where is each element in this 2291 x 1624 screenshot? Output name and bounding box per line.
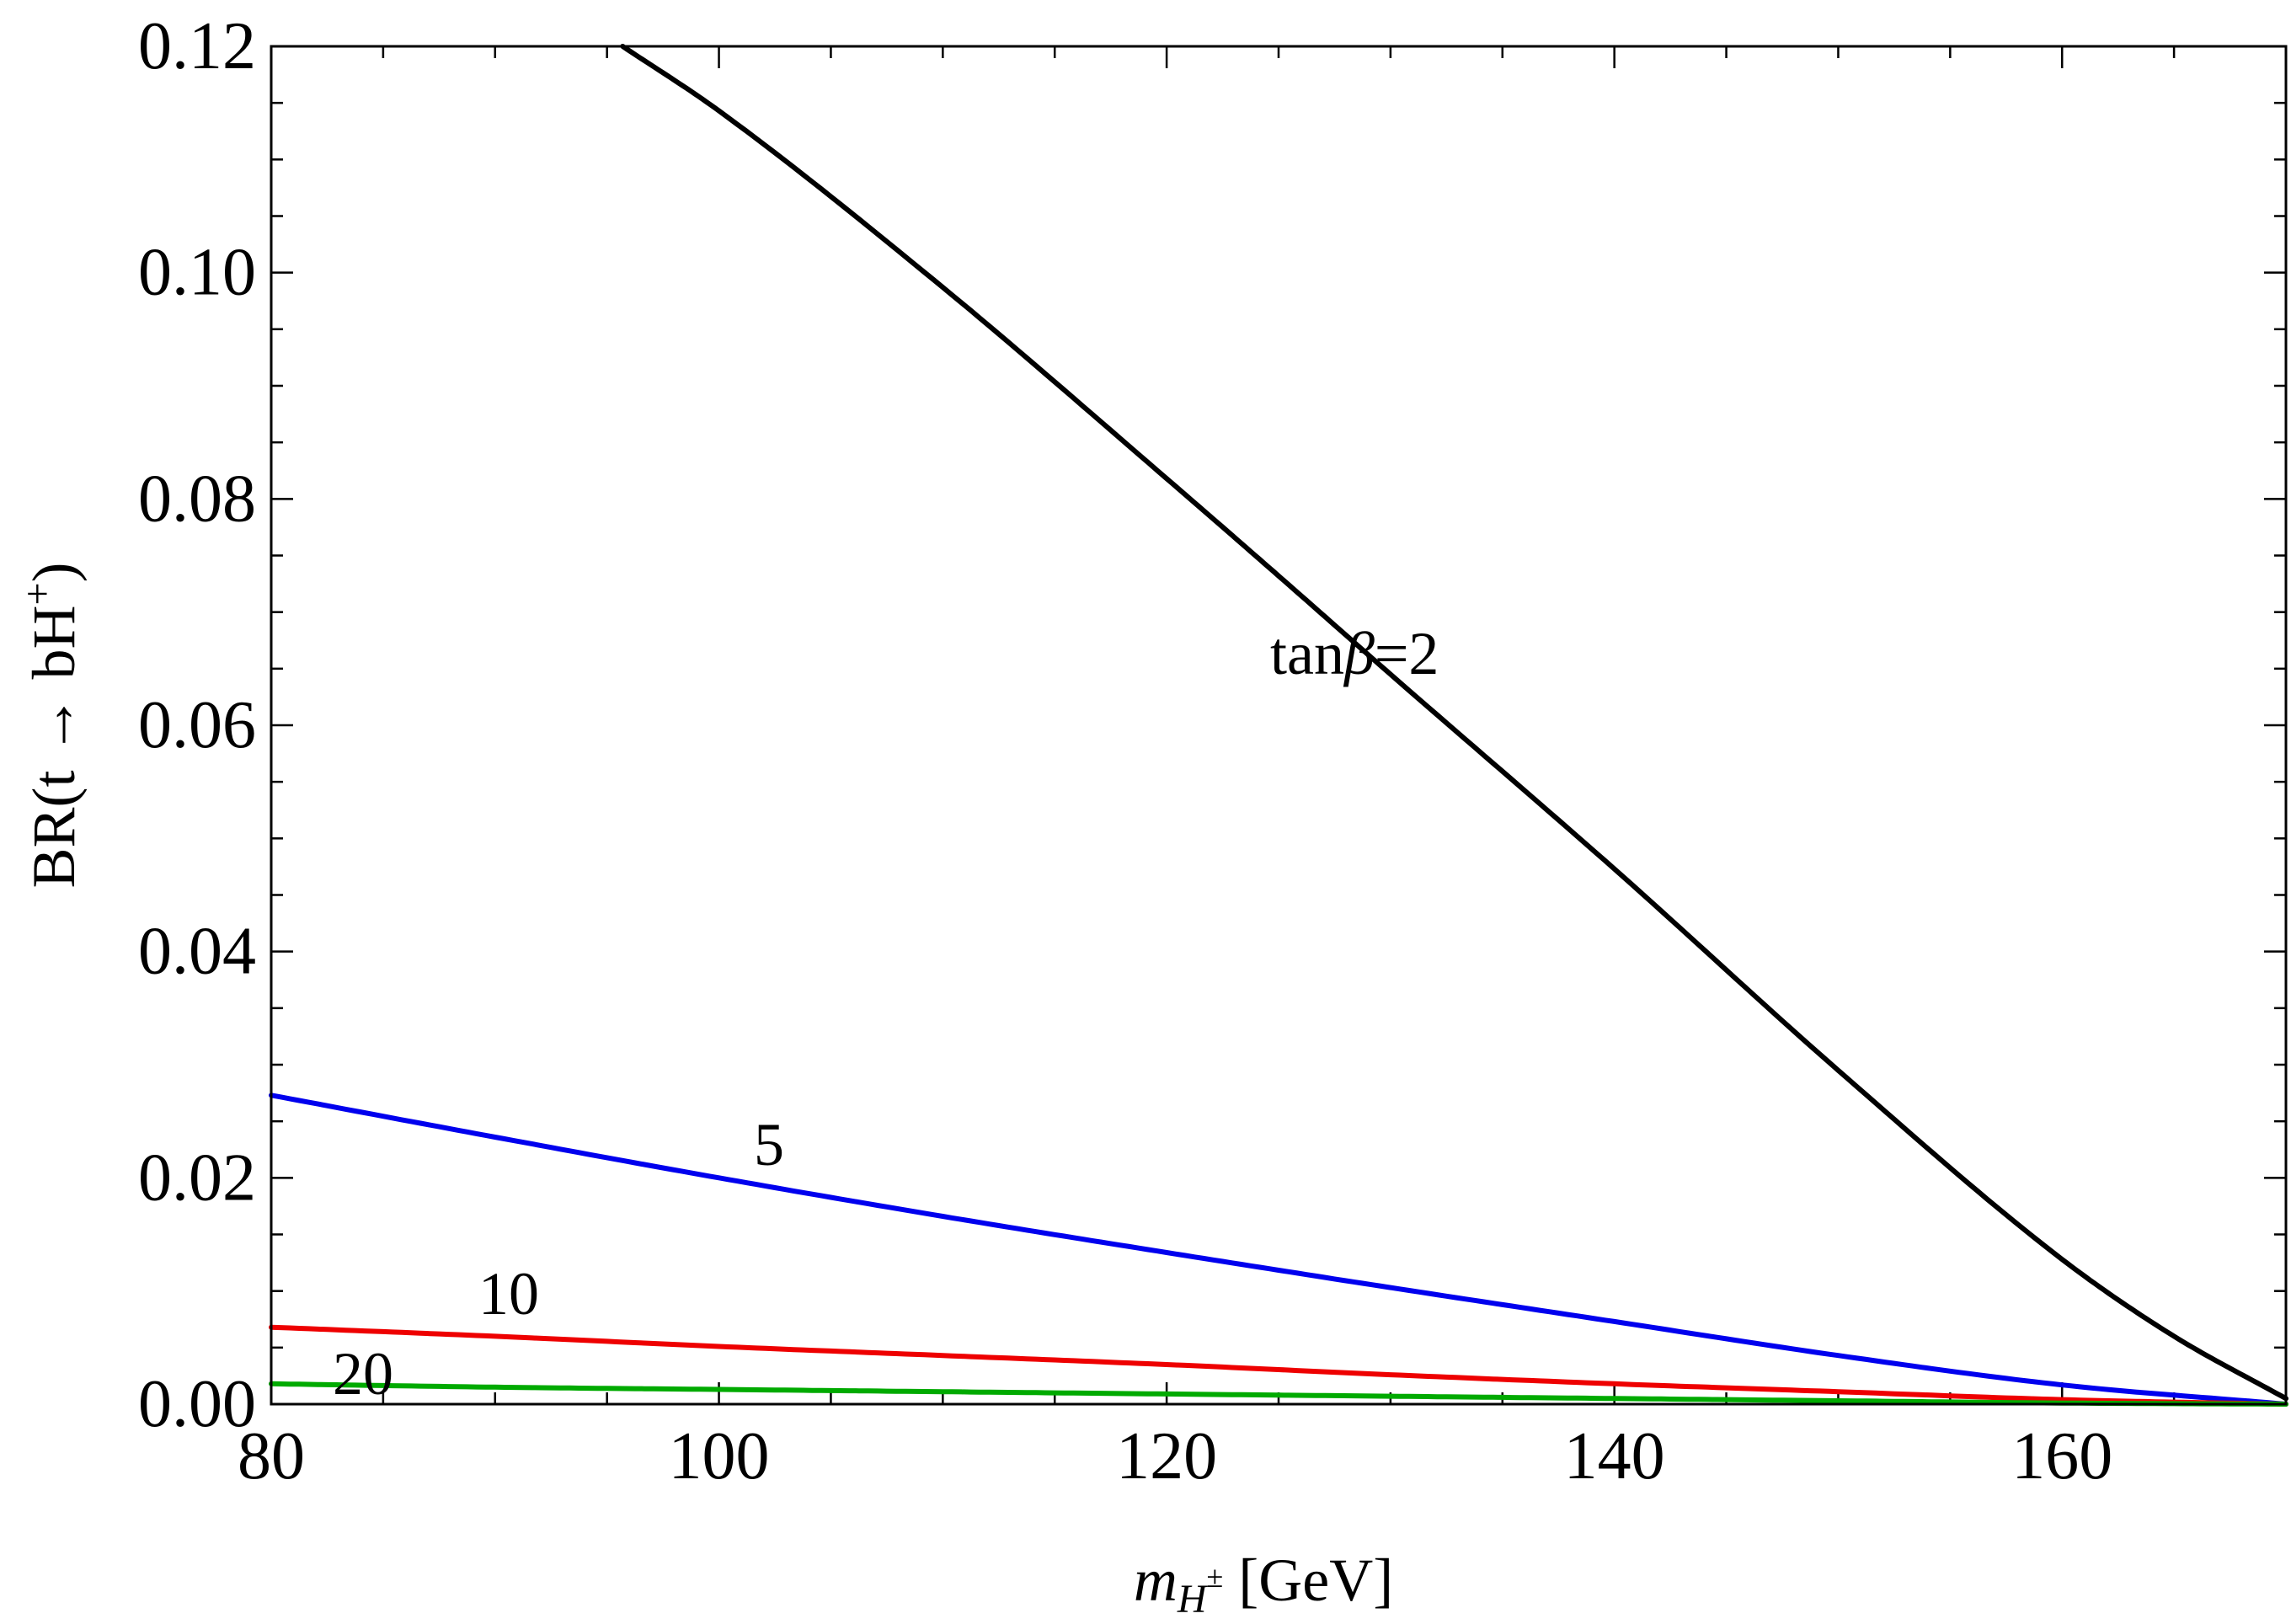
x-tick-label: 80 xyxy=(238,1419,305,1493)
curve-label-20: 20 xyxy=(333,1340,393,1408)
y-tick-label: 0.12 xyxy=(138,9,256,83)
x-tick-label: 100 xyxy=(669,1419,770,1493)
tick-labels: 80 100 120 140 160 0.00 0.02 0.04 0.06 0.08 0.10 0.… xyxy=(138,9,2112,1493)
plot-frame xyxy=(270,45,2288,1406)
y-tick-label: 0.04 xyxy=(138,915,256,989)
curve-label-tanbeta-2: tanβ=2 xyxy=(1270,620,1439,687)
axis-ticks xyxy=(270,45,2288,1406)
y-tick-label: 0.00 xyxy=(138,1367,256,1441)
series-tanbeta-20 xyxy=(269,1381,2288,1407)
x-axis-label: mH± [GeV] xyxy=(1134,1547,1393,1621)
x-tick-label: 160 xyxy=(2011,1419,2112,1493)
curve-label-10: 10 xyxy=(478,1260,539,1328)
series-lines xyxy=(269,44,2288,1407)
y-axis-label: BR(t → bH+) xyxy=(15,562,88,888)
y-tick-label: 0.02 xyxy=(138,1141,256,1215)
x-tick-label: 140 xyxy=(1564,1419,1665,1493)
curve-label-5: 5 xyxy=(754,1111,784,1178)
y-tick-label: 0.06 xyxy=(138,688,256,762)
series-tanbeta-10 xyxy=(269,1324,2288,1407)
y-tick-label: 0.08 xyxy=(138,462,256,536)
y-tick-label: 0.10 xyxy=(138,236,256,310)
series-tanbeta-5 xyxy=(269,1092,2288,1407)
x-tick-label: 120 xyxy=(1116,1419,1217,1493)
series-tanbeta-2 xyxy=(620,44,2288,1402)
